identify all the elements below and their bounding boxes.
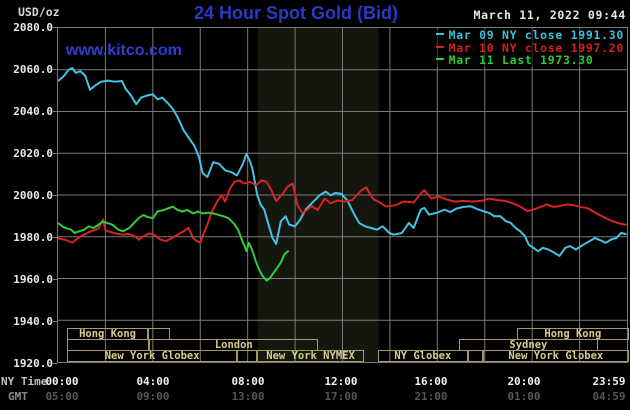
kitco-watermark: www.kitco.com [66,42,182,59]
session-box-unlabeled [237,350,257,362]
x-tick-label-gmt: 04:59 [592,390,626,403]
series-line-mar09 [58,67,627,257]
y-tick-mark [53,237,57,238]
y-tick-label: 1960.0 [13,272,53,286]
legend-swatch-mar09 [435,33,444,35]
y-tick-label: 2060.0 [13,62,53,76]
ny-time-row-label: NY Time [1,375,48,388]
x-tick-label-gmt: 05:00 [45,390,79,403]
y-tick-mark [53,195,57,196]
x-tick-label-gmt: 13:00 [231,390,265,403]
x-tick-label-ny: 23:59 [592,375,626,388]
legend-label-mar09: Mar 09 NY close 1991.30 [448,28,624,42]
chart-title: 24 Hour Spot Gold (Bid) [194,3,398,23]
legend: Mar 09 NY close 1991.30 Mar 10 NY close … [434,28,625,67]
y-tick-mark [53,363,57,364]
chart-canvas [58,28,627,362]
session-box-unlabeled [467,350,483,362]
x-tick-label-ny: 00:00 [45,375,79,388]
y-tick-label: 2080.0 [13,20,53,34]
x-tick-label-ny: 08:00 [231,375,265,388]
legend-label-mar11: Mar 11 Last 1973.30 [448,53,594,67]
y-tick-mark [53,321,57,322]
x-tick-label-ny: 20:00 [507,375,541,388]
y-tick-label: 2020.0 [13,146,53,160]
gmt-row-label: GMT [8,390,28,403]
x-tick-label-gmt: 01:00 [507,390,541,403]
y-tick-mark [53,69,57,70]
y-tick-label: 1980.0 [13,230,53,244]
legend-swatch-mar10 [435,45,444,48]
y-tick-mark [53,27,57,28]
chart-timestamp: March 11, 2022 09:44 [473,8,626,22]
series-line-mar11 [58,205,290,282]
y-tick-label: 1920.0 [13,356,53,370]
legend-label-mar10: Mar 10 NY close 1997.20 [448,40,624,55]
legend-item-mar09: Mar 09 NY close 1991.30 [435,28,624,42]
x-tick-label-ny: 16:00 [414,375,448,388]
y-tick-label: 2040.0 [13,104,53,118]
y-tick-label: 2000.0 [13,188,53,202]
x-tick-label-gmt: 21:00 [414,390,448,403]
plot-area: Hong Kong Hong Kong London Sydney New York G… [57,27,629,363]
session-box-new-york-globex: New York Globex [67,350,238,362]
legend-swatch-mar11 [435,58,444,60]
legend-item-mar11: Mar 11 Last 1973.30 [435,53,624,67]
series-line-mar10 [58,179,627,244]
x-tick-label-gmt: 09:00 [136,390,170,403]
y-tick-mark [53,279,57,280]
session-box-new-york-nymex: New York NYMEX [256,350,365,362]
y-tick-mark [53,153,57,154]
y-tick-label: 1940.0 [13,314,53,328]
y-tick-mark [53,111,57,112]
y-axis-units-label: USD/oz [18,5,60,19]
x-tick-label-ny: 04:00 [136,375,170,388]
legend-item-mar10: Mar 10 NY close 1997.20 [435,40,624,55]
x-tick-label-gmt: 17:00 [324,390,358,403]
session-box-ny-globex: NY Globex [378,350,468,362]
session-box-new-york-globex: New York Globex [482,350,629,362]
x-tick-label-ny: 12:00 [324,375,358,388]
